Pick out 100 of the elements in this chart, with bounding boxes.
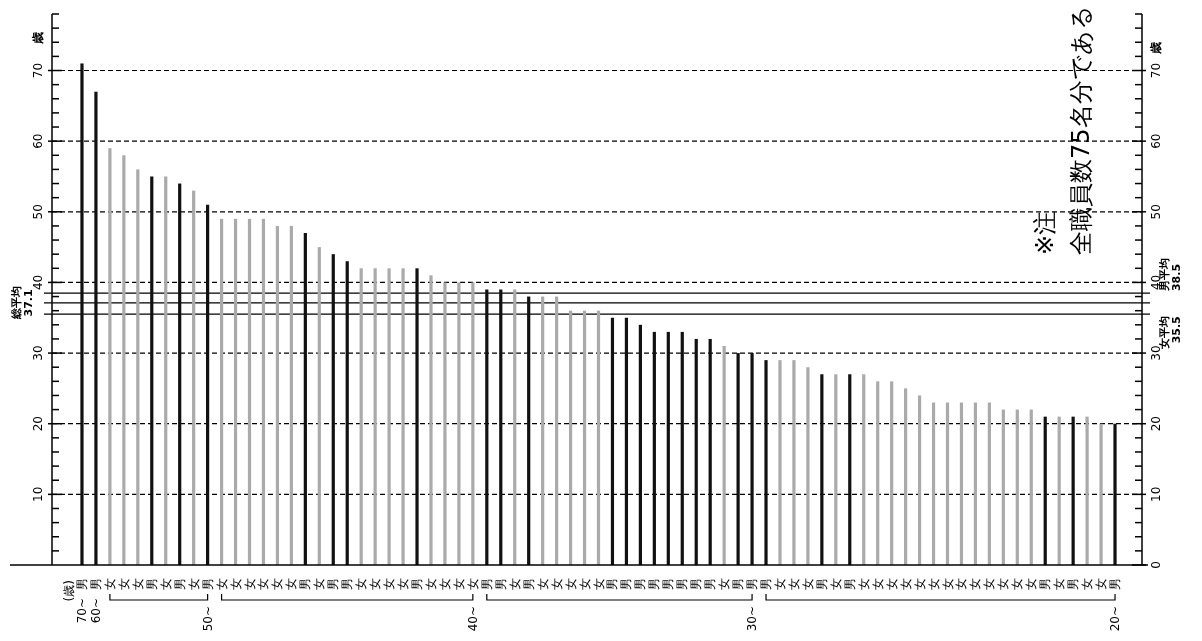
x-tick-label: 女 <box>214 578 229 590</box>
x-tick-label: 女 <box>186 578 201 590</box>
bar <box>275 225 280 565</box>
y-tick-label: 70 <box>31 62 45 79</box>
bar <box>945 402 950 565</box>
bar <box>513 289 517 565</box>
x-tick-label: 女 <box>591 578 606 590</box>
bar <box>568 310 573 565</box>
text: 20~ <box>1108 606 1123 632</box>
x-tick-label: 女 <box>284 578 299 590</box>
x-tick-label: 女 <box>926 578 941 590</box>
x-tick-label: 男 <box>647 578 662 590</box>
x-tick-label: 男 <box>326 578 341 590</box>
x-tick-label: 女 <box>382 578 397 590</box>
bar <box>192 190 196 565</box>
x-tick-label: 男 <box>745 578 760 590</box>
x-tick-label: 男 <box>340 578 355 590</box>
bar <box>261 218 266 565</box>
bar <box>164 176 168 565</box>
x-tick-label: 女 <box>102 578 117 590</box>
bar <box>80 63 84 565</box>
bar <box>722 346 726 565</box>
x-tick-label: 男 <box>144 578 159 590</box>
bar <box>247 218 252 565</box>
annotation: ※注 <box>1031 210 1059 255</box>
bar <box>917 395 922 565</box>
bar <box>666 331 670 565</box>
bar <box>359 268 363 565</box>
x-tick-label: 男 <box>410 578 425 590</box>
y2-tick-label: 20 <box>1149 416 1163 432</box>
x-tick-label: 男 <box>731 578 746 590</box>
bar <box>527 296 531 565</box>
bar <box>499 289 503 565</box>
x-tick-label: 女 <box>535 578 550 590</box>
bar <box>178 183 182 565</box>
x-tick-label: 女 <box>870 578 885 590</box>
x-tick-label: 女 <box>368 578 383 590</box>
y2-tick-label: 70 <box>1149 62 1163 79</box>
text: 50~ <box>200 606 215 632</box>
bar <box>555 296 559 565</box>
y-tick-label: 30 <box>31 345 45 361</box>
bar <box>834 374 838 565</box>
x-tick-label: 女 <box>116 578 131 590</box>
bar <box>206 204 210 565</box>
x-tick-label: 男 <box>88 578 103 590</box>
x-tick-label: 女 <box>772 578 787 590</box>
bar <box>1099 423 1103 565</box>
x-tick-label: 女 <box>1010 578 1025 590</box>
x-tick-label: 男 <box>675 578 690 590</box>
x-tick-label: 男 <box>1038 578 1053 590</box>
bar <box>219 218 224 565</box>
x-tick-label: 男 <box>703 578 718 590</box>
bar <box>862 374 866 565</box>
x-tick-label: 男 <box>661 578 676 590</box>
x-tick-label: 男 <box>74 578 89 590</box>
annotation: 全職員数75名分である <box>1067 5 1095 255</box>
bar <box>764 360 768 565</box>
bar <box>931 402 936 565</box>
x-tick-label: 男 <box>172 578 187 590</box>
x-tick-label: 女 <box>130 578 145 590</box>
x-tick-label: 男 <box>1108 578 1123 590</box>
bar <box>415 268 419 565</box>
y-tick-label: 10 <box>31 486 45 502</box>
x-tick-label: 女 <box>465 578 480 590</box>
bar <box>778 360 782 565</box>
bar <box>485 289 489 565</box>
bar <box>1057 416 1061 565</box>
bar <box>289 225 293 565</box>
bar <box>1085 416 1089 565</box>
x-tick-label: 女 <box>912 578 927 590</box>
x-tick-label: 女 <box>856 578 871 590</box>
x-tick-label: 女 <box>396 578 411 590</box>
bar <box>401 268 405 565</box>
x-tick-label: 女 <box>1080 578 1095 590</box>
x-tick-label: 男 <box>619 578 634 590</box>
bar <box>443 282 447 565</box>
x-tick-label: 女 <box>1052 578 1067 590</box>
bar <box>136 169 140 565</box>
x-tick-label: 女 <box>884 578 899 590</box>
bar <box>94 91 98 565</box>
bar <box>904 388 908 565</box>
x-tick-label: 男 <box>633 578 648 590</box>
x-tick-label: 男 <box>493 578 508 590</box>
bar <box>122 155 126 565</box>
bar <box>317 247 321 565</box>
x-tick-label: 男 <box>298 578 313 590</box>
bar <box>820 374 824 565</box>
bar <box>471 282 475 565</box>
bar <box>596 310 601 565</box>
x-tick-label: 女 <box>898 578 913 590</box>
bar <box>345 261 349 565</box>
x-tick-label: 男 <box>479 578 494 590</box>
y2-tick-label: 0 <box>1149 561 1163 569</box>
bar <box>541 296 545 565</box>
x-tick-label: 男 <box>521 578 536 590</box>
bar <box>457 282 461 565</box>
bar <box>1029 409 1033 565</box>
x-tick-label: 女 <box>940 578 955 590</box>
y2-tick-label: 50 <box>1149 204 1163 220</box>
bar <box>1015 409 1019 565</box>
